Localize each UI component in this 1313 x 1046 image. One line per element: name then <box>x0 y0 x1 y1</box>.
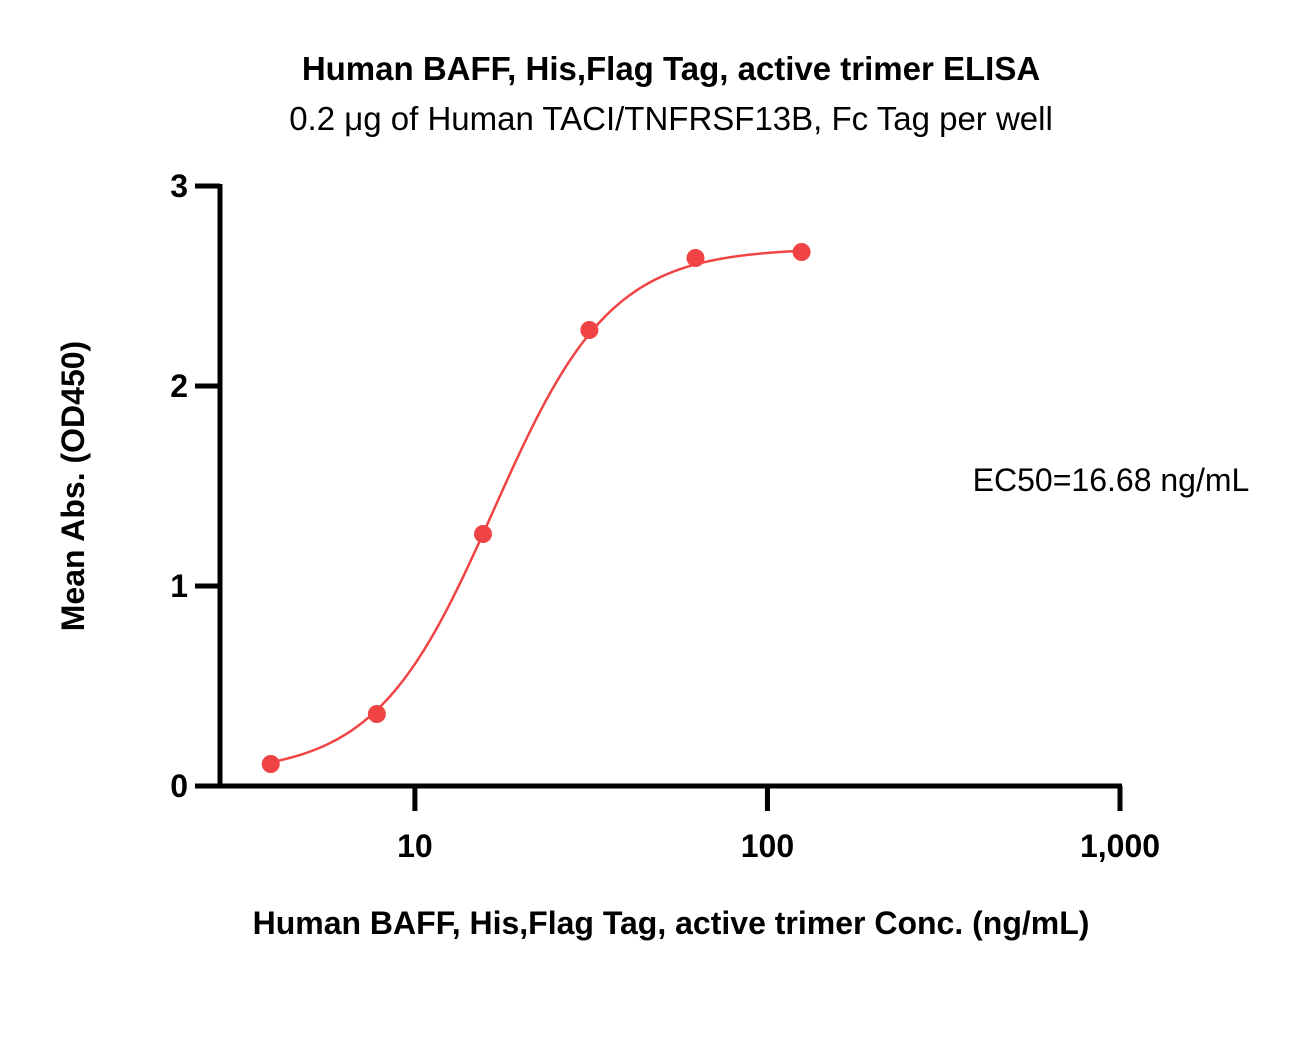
y-axis-label: Mean Abs. (OD450) <box>55 341 91 631</box>
chart-title: Human BAFF, His,Flag Tag, active trimer … <box>302 50 1040 87</box>
chart-subtitle: 0.2 μg of Human TACI/TNFRSF13B, Fc Tag p… <box>289 100 1053 137</box>
y-tick-label-2: 2 <box>170 368 188 404</box>
ec50-annotation: EC50=16.68 ng/mL <box>973 462 1250 498</box>
data-point <box>367 705 386 723</box>
data-point <box>473 525 492 543</box>
fit-curve-layer <box>270 249 802 764</box>
y-tick-label-3: 3 <box>170 168 188 204</box>
x-tick-label-100: 100 <box>741 828 794 864</box>
y-tick-label-0: 0 <box>170 768 188 804</box>
data-point <box>580 321 599 339</box>
x-tick-label-10: 10 <box>397 828 433 864</box>
axes: 0 1 2 3 10 100 1,000 <box>170 168 1160 864</box>
x-axis-label: Human BAFF, His,Flag Tag, active trimer … <box>253 905 1090 941</box>
data-points-layer <box>261 243 811 773</box>
data-point <box>261 755 280 773</box>
x-tick-label-1000: 1,000 <box>1080 828 1160 864</box>
y-tick-label-1: 1 <box>170 568 188 604</box>
data-point <box>686 249 705 267</box>
data-point <box>792 243 811 261</box>
fit-curve <box>270 249 802 764</box>
